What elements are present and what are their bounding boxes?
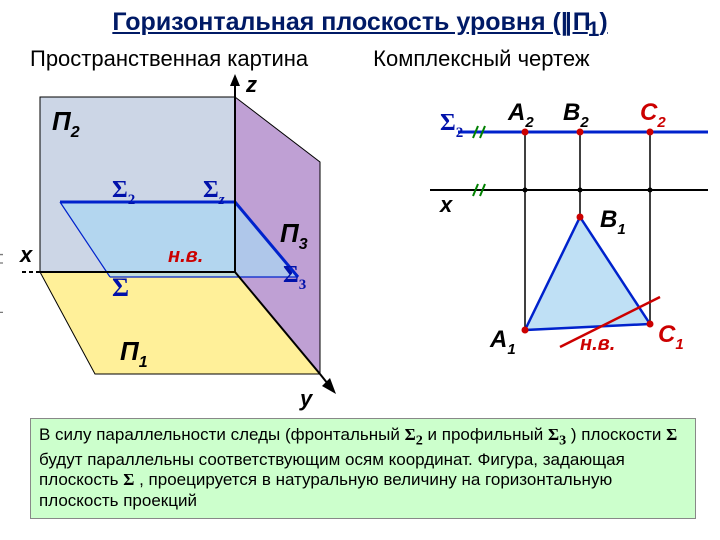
desc-p1: В силу параллельности следы (фронтальный (39, 425, 405, 444)
x-label: x (19, 242, 33, 267)
pt-a1 (522, 327, 529, 334)
desc-p3: ) плоскости (566, 425, 666, 444)
z-axis-arrow (230, 74, 240, 86)
desc-sigma3: Σ3 (548, 425, 566, 444)
y-label: y (299, 386, 314, 411)
a1-label: A1 (489, 326, 516, 358)
pt-c2 (647, 129, 654, 136)
page-title: Горизонтальная плоскость уровня (|| П1) (0, 0, 720, 46)
pt-ax (523, 188, 528, 193)
desc-sigma2: Σ2 (405, 425, 423, 444)
description-box: В силу параллельности следы (фронтальный… (30, 418, 696, 519)
diagrams-svg: н.в. П2 z x y Σ2 Σz Σ П3 Σ3 П1 (0, 72, 720, 412)
nv-label-right: н.в. (580, 333, 615, 355)
right-x-label: x (439, 192, 453, 217)
subtitle-right: Комплексный чертеж (373, 46, 700, 72)
subtitles-row: Пространственная картина Комплексный чер… (0, 46, 720, 72)
desc-sigma-b: Σ (123, 470, 134, 489)
diagrams-canvas: Стельцова Н. Д. 2007 (0, 72, 720, 412)
title-par: || П (561, 8, 588, 36)
title-sub: 1 (588, 18, 600, 41)
title-main: Горизонтальная плоскость уровня ( (112, 8, 560, 36)
c2-label: C2 (640, 99, 666, 131)
pt-c1 (647, 321, 654, 328)
nv-label-left: н.в. (168, 245, 203, 267)
pt-cx (648, 188, 653, 193)
triangle-a1b1c1 (525, 217, 650, 330)
pt-b1 (577, 214, 584, 221)
desc-p2: и профильный (423, 425, 548, 444)
right-sigma2-label: Σ2 (440, 110, 463, 141)
desc-sigma: Σ (666, 425, 677, 444)
right-diagram: Σ2 A2 B2 C2 x B1 A1 C1 н.в. (430, 99, 708, 358)
pt-bx (578, 188, 583, 193)
subtitle-left: Пространственная картина (30, 46, 373, 72)
left-diagram: н.в. П2 z x y Σ2 Σz Σ П3 Σ3 П1 (19, 72, 336, 411)
author-year: Стельцова Н. Д. 2007 (0, 212, 4, 362)
a2-label: A2 (507, 99, 534, 131)
z-label: z (245, 72, 257, 97)
sigma-label: Σ (112, 273, 129, 302)
c1-label: C1 (658, 321, 684, 353)
b2-label: B2 (563, 99, 589, 131)
title-close: ) (599, 8, 607, 36)
b1-label: B1 (600, 206, 626, 238)
